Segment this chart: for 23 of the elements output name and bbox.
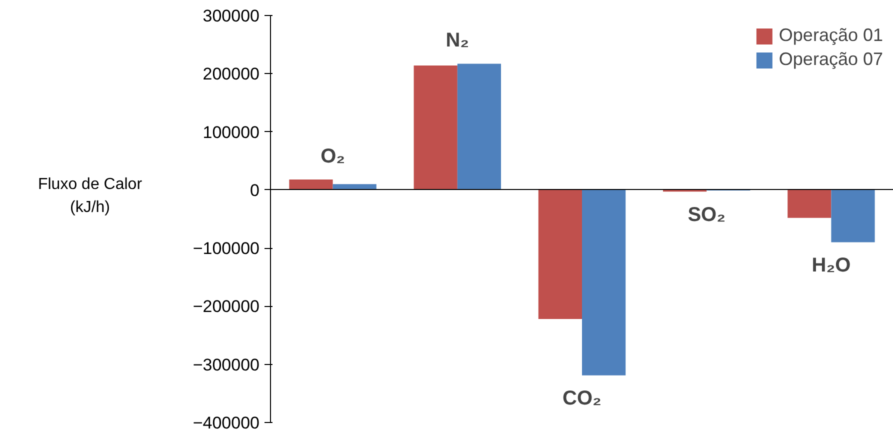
- legend-label: Operação 07: [778, 49, 883, 70]
- x-tick-label: O₂: [320, 145, 346, 168]
- x-tick-label: H₂O: [812, 254, 851, 276]
- x-tick-label: CO₂: [562, 388, 602, 410]
- x-tick-label: SO₂: [688, 204, 726, 226]
- bar: [457, 64, 502, 190]
- y-tick-label: 0: [250, 180, 260, 200]
- y-axis-title: Fluxo de Calor (kJ/h): [38, 175, 142, 218]
- bar: [788, 190, 832, 218]
- y-tick-label: −300000: [192, 355, 260, 374]
- bar: [289, 179, 333, 190]
- bar: [414, 66, 458, 190]
- y-tick-label: 200000: [202, 64, 260, 84]
- y-tick-label: −200000: [192, 297, 260, 316]
- legend-label: Operação 01: [778, 25, 883, 46]
- y-tick-label: −400000: [192, 414, 260, 432]
- y-tick-label: 300000: [202, 6, 260, 26]
- bar: [582, 190, 626, 376]
- bar: [831, 190, 875, 242]
- x-tick-label: N₂: [446, 30, 470, 52]
- y-tick-label: 100000: [202, 122, 260, 142]
- y-tick-label: −100000: [192, 239, 260, 258]
- bar: [538, 190, 582, 320]
